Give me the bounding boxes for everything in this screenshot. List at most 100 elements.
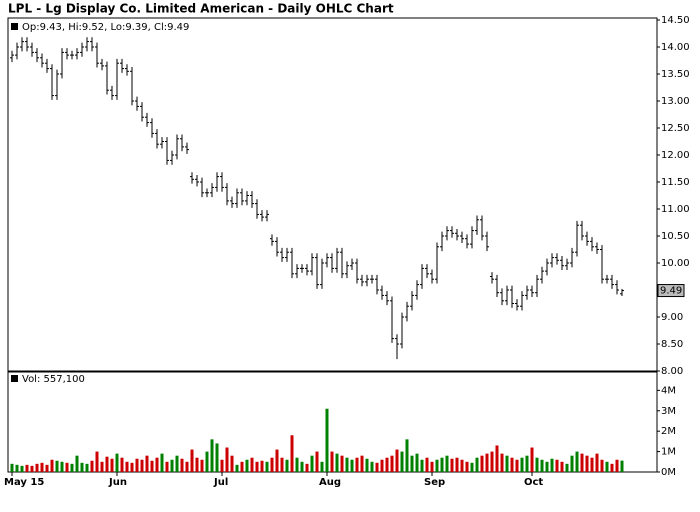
volume-bar: [600, 459, 604, 472]
volume-bar: [595, 453, 599, 472]
volume-bar: [515, 459, 519, 472]
volume-bar: [385, 457, 389, 472]
y-tick-label: 12.50: [661, 123, 690, 134]
volume-bar: [320, 461, 324, 472]
volume-bar: [290, 435, 294, 472]
volume-bar: [80, 462, 84, 472]
volume-bar: [530, 447, 534, 472]
volume-bar: [470, 462, 474, 472]
volume-bar: [415, 453, 419, 472]
volume-bar: [265, 461, 269, 472]
volume-bar: [460, 459, 464, 472]
volume-bar: [580, 453, 584, 472]
volume-bar: [125, 461, 129, 472]
volume-bar: [180, 458, 184, 472]
volume-bar: [205, 451, 209, 472]
volume-bar: [40, 462, 44, 472]
volume-bar: [390, 455, 394, 472]
volume-bar: [185, 461, 189, 472]
volume-bar: [195, 457, 199, 472]
volume-bar: [100, 461, 104, 472]
volume-bar: [535, 457, 539, 472]
y-tick-label: 8.00: [661, 366, 683, 377]
x-tick-label: Jul: [213, 477, 228, 488]
volume-bar: [505, 455, 509, 472]
volume-bar: [550, 458, 554, 472]
volume-bar: [170, 459, 174, 472]
volume-bar: [230, 455, 234, 472]
last-price-box: [657, 284, 685, 298]
volume-bar: [220, 459, 224, 472]
volume-bar: [120, 457, 124, 472]
volume-bar: [240, 461, 244, 472]
volume-bar: [175, 455, 179, 472]
volume-bar: [360, 455, 364, 472]
volume-bar: [395, 449, 399, 472]
volume-bar: [440, 457, 444, 472]
chart-title: LPL - Lg Display Co. Limited American - …: [8, 2, 394, 16]
volume-bar: [420, 459, 424, 472]
volume-bar: [225, 447, 229, 472]
y-tick-label: 4M: [661, 385, 676, 396]
volume-bar: [520, 457, 524, 472]
volume-bar: [575, 451, 579, 472]
x-tick-label: Oct: [524, 477, 543, 488]
volume-bar: [315, 451, 319, 472]
volume-bar: [285, 459, 289, 472]
volume-bar: [105, 456, 109, 472]
volume-bar: [565, 463, 569, 472]
volume-bar: [15, 464, 19, 472]
volume-bar: [455, 457, 459, 472]
volume-bar: [85, 463, 89, 472]
y-tick-label: 10.00: [661, 258, 690, 269]
volume-bar: [300, 461, 304, 472]
volume-bar: [425, 457, 429, 472]
volume-bar: [115, 453, 119, 472]
x-tick-label: Jun: [108, 477, 127, 488]
volume-bar: [590, 457, 594, 472]
volume-bar: [495, 445, 499, 472]
volume-bar: [295, 457, 299, 472]
volume-bar: [30, 465, 34, 472]
volume-bar: [450, 458, 454, 472]
volume-bar: [160, 453, 164, 472]
volume-bar: [405, 439, 409, 472]
volume-bar: [245, 459, 249, 472]
volume-bar: [610, 463, 614, 472]
volume-bar: [620, 460, 624, 472]
y-tick-label: 14.00: [661, 42, 690, 53]
y-tick-label: 14.50: [661, 15, 690, 26]
volume-bar: [445, 455, 449, 472]
y-tick-label: 2M: [661, 426, 676, 437]
x-tick-label: Aug: [319, 477, 341, 488]
volume-bar: [270, 457, 274, 472]
volume-bar: [65, 462, 69, 472]
volume-bar: [280, 457, 284, 472]
volume-bar: [25, 464, 29, 472]
volume-bar: [330, 451, 334, 472]
y-tick-label: 11.00: [661, 204, 690, 215]
volume-bar: [45, 464, 49, 472]
volume-bar: [110, 458, 114, 472]
y-tick-label: 1M: [661, 447, 676, 458]
y-tick-label: 0M: [661, 467, 676, 478]
volume-bar: [410, 455, 414, 472]
volume-bar: [490, 451, 494, 472]
volume-bar: [90, 460, 94, 472]
volume-bar: [400, 451, 404, 472]
x-tick-label: May 15: [4, 477, 44, 488]
volume-bar: [585, 455, 589, 472]
volume-bar: [345, 457, 349, 472]
volume-bar: [55, 460, 59, 472]
volume-bar: [540, 459, 544, 472]
last-price-label: 9.49: [660, 286, 682, 297]
legend-swatch: [11, 375, 18, 382]
y-tick-label: 10.50: [661, 231, 690, 242]
volume-bar: [165, 461, 169, 472]
volume-bar: [310, 455, 314, 472]
volume-bar: [605, 461, 609, 472]
volume-bar: [235, 464, 239, 472]
volume-bar: [95, 451, 99, 472]
